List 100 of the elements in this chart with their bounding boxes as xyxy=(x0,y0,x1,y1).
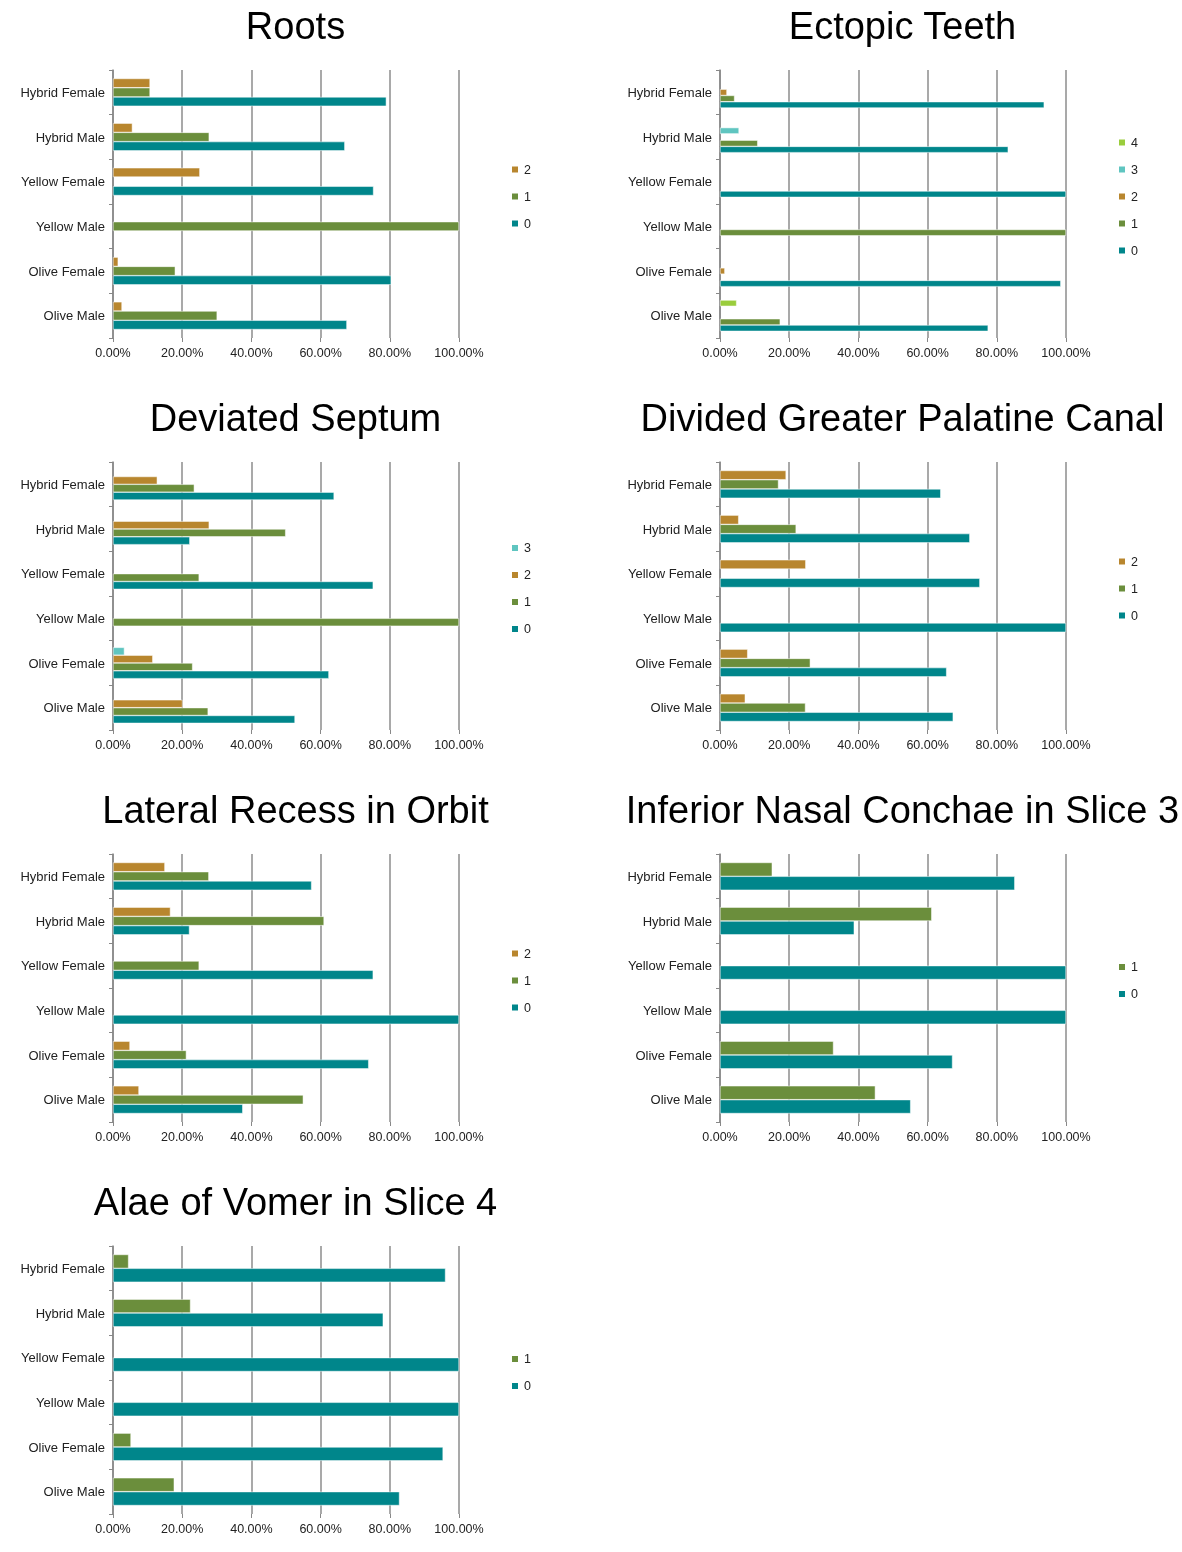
x-tick-label: 20.00% xyxy=(768,1129,811,1144)
y-tick-label: Olive Male xyxy=(43,1092,105,1108)
y-tick-label: Yellow Male xyxy=(643,218,712,234)
bar xyxy=(720,267,725,275)
y-tick-label: Yellow Male xyxy=(36,1002,105,1018)
y-tick-label: Yellow Male xyxy=(643,1002,712,1018)
x-tick-label: 60.00% xyxy=(906,345,949,360)
y-tick-label: Olive Female xyxy=(28,1439,105,1455)
x-tick-label: 60.00% xyxy=(299,345,342,360)
x-tick-label: 40.00% xyxy=(837,345,880,360)
legend-label: 2 xyxy=(524,946,531,961)
x-tick-label: 80.00% xyxy=(975,1129,1018,1144)
x-tick-label: 0.00% xyxy=(702,1129,738,1144)
y-tick-label: Yellow Male xyxy=(36,218,105,234)
x-tick-label: 100.00% xyxy=(1041,737,1091,752)
y-tick-label: Yellow Female xyxy=(627,958,712,974)
legend-label: 4 xyxy=(1131,135,1138,150)
y-tick-label: Yellow Female xyxy=(20,1350,105,1366)
x-tick-label: 80.00% xyxy=(975,737,1018,752)
x-tick-label: 100.00% xyxy=(434,737,484,752)
y-tick-label: Hybrid Female xyxy=(20,476,105,492)
legend-label: 2 xyxy=(524,162,531,177)
x-tick-label: 0.00% xyxy=(95,345,131,360)
y-tick-label: Hybrid Female xyxy=(20,868,105,884)
y-tick-label: Olive Male xyxy=(650,308,712,324)
y-tick-label: Hybrid Male xyxy=(642,521,712,537)
x-tick-label: 40.00% xyxy=(230,737,273,752)
y-tick-label: Olive Female xyxy=(635,1047,712,1063)
x-tick-label: 20.00% xyxy=(161,345,204,360)
y-tick-label: Olive Female xyxy=(28,263,105,279)
x-tick-label: 80.00% xyxy=(368,1521,411,1536)
x-tick-label: 100.00% xyxy=(1041,1129,1091,1144)
x-tick-label: 80.00% xyxy=(368,345,411,360)
legend-label: 3 xyxy=(1131,162,1138,177)
bar xyxy=(720,127,740,134)
x-tick-label: 0.00% xyxy=(702,345,738,360)
x-tick-label: 80.00% xyxy=(368,1129,411,1144)
x-tick-label: 0.00% xyxy=(95,737,131,752)
legend-label: 0 xyxy=(1131,608,1138,623)
x-tick-label: 100.00% xyxy=(434,1129,484,1144)
x-tick-label: 80.00% xyxy=(368,737,411,752)
y-tick-label: Yellow Female xyxy=(20,174,105,190)
bar xyxy=(113,618,459,627)
x-tick-label: 20.00% xyxy=(768,737,811,752)
y-tick-label: Olive Male xyxy=(43,1484,105,1500)
bar xyxy=(720,280,1061,287)
legend-label: 2 xyxy=(524,568,531,582)
y-tick-label: Hybrid Female xyxy=(627,868,712,884)
y-tick-label: Yellow Male xyxy=(36,610,105,626)
x-tick-label: 60.00% xyxy=(299,737,342,752)
x-tick-label: 0.00% xyxy=(95,1129,131,1144)
bar xyxy=(113,1014,459,1025)
y-tick-label: Olive Female xyxy=(635,655,712,671)
x-tick-label: 100.00% xyxy=(434,1521,484,1536)
x-tick-label: 40.00% xyxy=(837,1129,880,1144)
x-tick-label: 60.00% xyxy=(906,737,949,752)
x-tick-label: 100.00% xyxy=(1041,345,1091,360)
y-tick-label: Hybrid Male xyxy=(642,913,712,929)
y-tick-label: Yellow Male xyxy=(643,610,712,626)
legend-label: 0 xyxy=(1131,243,1138,258)
x-tick-label: 40.00% xyxy=(230,345,273,360)
legend-label: 1 xyxy=(524,1352,531,1366)
legend-label: 1 xyxy=(524,189,531,204)
y-tick-label: Olive Female xyxy=(28,1047,105,1063)
chart-title: Inferior Nasal Conchae in Slice 3 xyxy=(625,789,1180,831)
y-tick-label: Yellow Female xyxy=(627,174,712,190)
x-tick-label: 60.00% xyxy=(906,1129,949,1144)
x-tick-label: 20.00% xyxy=(161,1129,204,1144)
legend-label: 0 xyxy=(524,1000,531,1015)
y-tick-label: Olive Male xyxy=(43,308,105,324)
y-tick-label: Olive Female xyxy=(28,655,105,671)
legend-label: 1 xyxy=(524,973,531,988)
bar xyxy=(720,559,806,570)
legend-label: 1 xyxy=(1131,581,1138,596)
chart-title: Roots xyxy=(245,5,346,47)
bar xyxy=(113,1357,459,1372)
y-tick-label: Olive Male xyxy=(650,700,712,716)
y-tick-label: Hybrid Female xyxy=(20,1260,105,1276)
y-tick-label: Hybrid Male xyxy=(35,129,105,145)
bar xyxy=(720,191,1066,198)
bar xyxy=(720,965,1066,980)
bar xyxy=(720,1010,1066,1025)
legend-label: 0 xyxy=(524,1379,531,1393)
bar xyxy=(720,300,737,307)
legend-label: 3 xyxy=(524,541,531,555)
bar xyxy=(720,578,980,588)
legend-label: 1 xyxy=(524,595,531,609)
y-tick-label: Yellow Female xyxy=(20,958,105,974)
x-tick-label: 0.00% xyxy=(702,737,738,752)
legend-label: 1 xyxy=(1131,960,1138,974)
x-tick-label: 20.00% xyxy=(161,737,204,752)
y-tick-label: Olive Female xyxy=(635,263,712,279)
chart-title: Ectopic Teeth xyxy=(788,5,1017,47)
x-tick-label: 60.00% xyxy=(299,1521,342,1536)
x-tick-label: 40.00% xyxy=(230,1129,273,1144)
legend-label: 2 xyxy=(1131,189,1138,204)
legend-label: 0 xyxy=(1131,987,1138,1001)
bar xyxy=(113,167,200,178)
x-tick-label: 80.00% xyxy=(975,345,1018,360)
y-tick-label: Yellow Male xyxy=(36,1394,105,1410)
